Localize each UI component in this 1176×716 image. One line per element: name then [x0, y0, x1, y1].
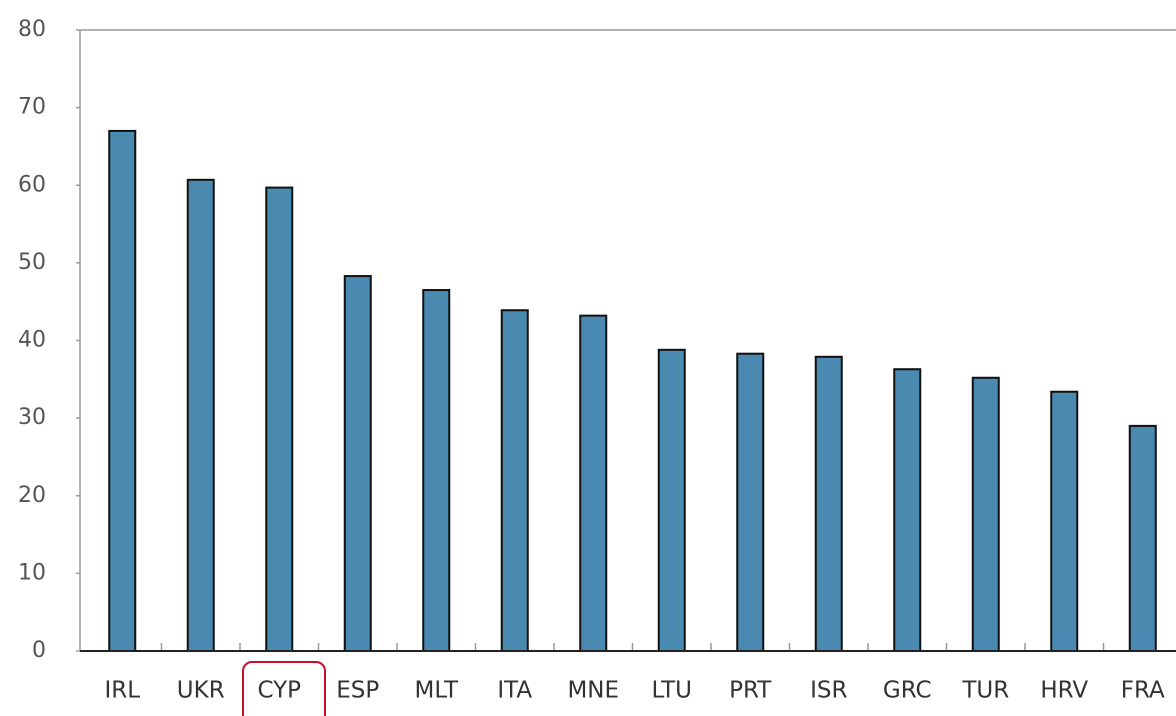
x-tick-label: IRL: [104, 678, 140, 704]
y-tick-label: 50: [18, 250, 46, 275]
x-tick-label: UKR: [177, 678, 225, 704]
x-tick-label: PRT: [729, 678, 772, 704]
bar: [1128, 424, 1157, 653]
x-tick-label: LTU: [651, 678, 692, 704]
x-tick-label: ITA: [497, 678, 532, 704]
y-tick-label: 30: [18, 405, 46, 430]
bar: [579, 314, 608, 652]
bar: [893, 368, 922, 652]
y-tick-label: 40: [18, 328, 46, 353]
x-tick-label: MNE: [567, 678, 619, 704]
bar: [657, 348, 686, 652]
x-tick-label: TUR: [961, 678, 1009, 704]
x-tick-label: CYP: [257, 678, 301, 704]
bar: [265, 186, 294, 653]
bar: [422, 289, 451, 652]
y-tick-label: 70: [18, 95, 46, 120]
x-tick-label: ESP: [336, 678, 379, 704]
y-tick-label: 0: [32, 638, 46, 663]
x-tick-label: MLT: [414, 678, 458, 704]
y-tick-label: 20: [18, 483, 46, 508]
x-tick-label: FRA: [1121, 678, 1165, 704]
x-tick-label: GRC: [883, 678, 932, 704]
bar: [186, 178, 215, 652]
y-tick-label: 10: [18, 560, 46, 585]
bar: [500, 309, 529, 652]
bar: [108, 129, 137, 653]
bar: [343, 275, 372, 652]
highlight-box: [242, 661, 326, 716]
x-tick-label: HRV: [1040, 678, 1088, 704]
y-tick-label: 60: [18, 172, 46, 197]
x-tick-label: ISR: [810, 678, 847, 704]
bar: [1050, 390, 1079, 652]
bar: [971, 376, 1000, 652]
y-tick-label: 80: [18, 17, 46, 42]
bar: [814, 355, 843, 652]
bar: [736, 352, 765, 652]
